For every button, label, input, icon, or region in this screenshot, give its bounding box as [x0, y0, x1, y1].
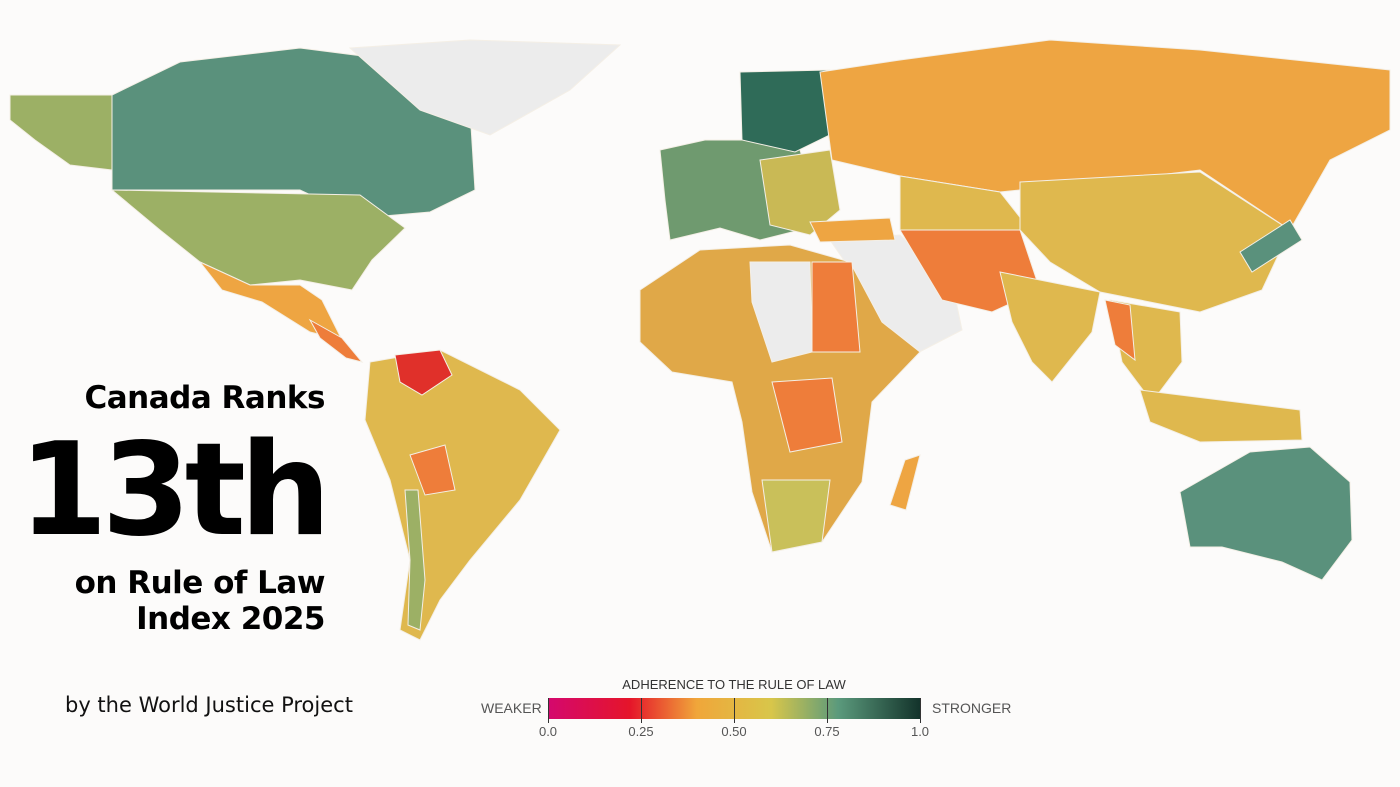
region-sahara-no-data [749, 261, 813, 363]
region-madagascar [889, 454, 921, 511]
headline-line-1: Canada Ranks [84, 380, 326, 416]
region-central-america [308, 318, 364, 363]
region-sudan [811, 261, 861, 353]
legend-tick-label: 0.50 [721, 724, 747, 739]
region-turkey [809, 217, 896, 243]
legend-tick-mark [548, 698, 549, 723]
legend-tick-mark [920, 698, 921, 723]
headline-rank: 13th [18, 416, 331, 565]
headline-line-4: Index 2025 [136, 601, 325, 637]
region-venezuela [394, 349, 453, 396]
headline: Canada Ranks 13th on Rule of Law Index 2… [18, 380, 331, 637]
legend-high-label: STRONGER [932, 700, 1012, 716]
legend-tick-label: 0.75 [814, 724, 840, 739]
region-congo [771, 377, 843, 453]
region-canada [111, 47, 476, 219]
region-india [999, 271, 1101, 383]
legend-tick-label: 1.0 [910, 724, 930, 739]
region-southern-africa [761, 479, 831, 553]
region-south-america [364, 349, 561, 641]
region-bolivia [409, 444, 456, 496]
region-united-states [110, 189, 406, 291]
legend-tick-label: 0.0 [538, 724, 558, 739]
legend-tick-label: 0.25 [628, 724, 654, 739]
region-alaska [9, 94, 113, 171]
region-myanmar [1104, 299, 1136, 362]
legend-low-label: WEAKER [481, 700, 542, 716]
byline: by the World Justice Project [65, 693, 353, 717]
legend-tick-mark [734, 698, 735, 723]
region-australia [1179, 446, 1353, 581]
region-chile [404, 489, 426, 631]
region-scandinavia [739, 69, 841, 153]
region-greenland [348, 39, 622, 136]
region-japan [1239, 219, 1303, 273]
legend-tick-mark [827, 698, 828, 723]
legend-tick-mark [641, 698, 642, 723]
headline-line-3: on Rule of Law [74, 565, 326, 601]
region-china [1019, 171, 1291, 313]
region-indonesia [1139, 389, 1303, 443]
legend-title: ADHERENCE TO THE RULE OF LAW [622, 677, 846, 692]
